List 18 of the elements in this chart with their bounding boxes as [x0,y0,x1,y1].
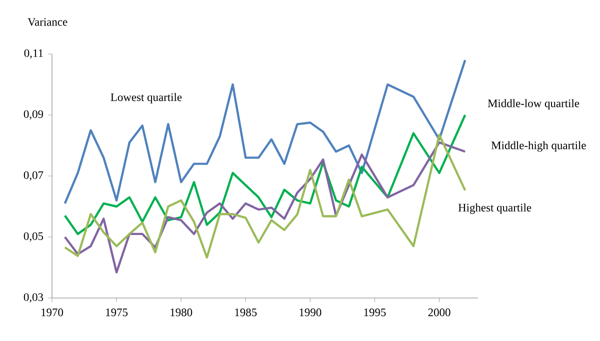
x-tick-label: 1970 [42,308,64,316]
y-axis-title: Variance [28,18,68,26]
y-tick-label: 0,07 [24,171,44,181]
x-tick-label: 1990 [300,308,322,316]
x-tick-label: 1985 [235,308,257,316]
text: Middle-low quartile [488,99,580,110]
y-tick-label: 0,03 [24,293,44,303]
line-series [64,59,466,205]
x-tick-label: 1975 [106,308,128,316]
x-tick-label: 1995 [364,308,386,316]
text: Lowest quartile [110,93,182,104]
text: Middle-high quartile [491,141,586,152]
y-tick-label: 0,11 [24,49,43,59]
x-tick-label: 1980 [170,308,192,316]
y-tick-label: 0,09 [24,110,44,120]
y-tick-label: 0,05 [24,232,44,242]
x-tick-label: 2000 [428,308,450,316]
series-label: Highest quartile [458,203,532,214]
